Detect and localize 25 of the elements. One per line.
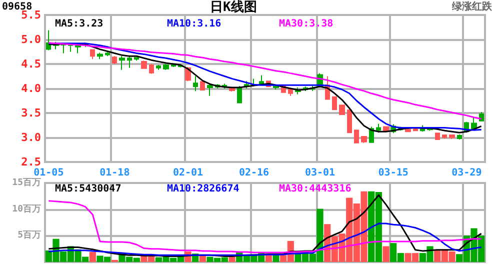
x-tick-label: 02-01 xyxy=(172,168,204,178)
x-tick-label: 03-01 xyxy=(304,168,336,178)
y-tick-label: 5.5 xyxy=(21,8,41,22)
y-tick-label: 15百万 xyxy=(12,177,41,188)
text: 绿涨红跌 xyxy=(451,0,493,12)
y-tick-label: 4.0 xyxy=(21,82,41,95)
text: MA30:3.38 xyxy=(279,18,334,30)
text: MA30:4443316 xyxy=(279,184,352,194)
y-tick-label: 4.5 xyxy=(21,58,41,70)
chart-title: 日K线图 xyxy=(210,0,257,15)
text: MA10:3.16 xyxy=(167,18,222,30)
x-tick-label: 01-05 xyxy=(34,168,64,178)
x-tick-label: 03-15 xyxy=(378,168,408,178)
y-tick-label: 2.5 xyxy=(21,156,41,168)
x-tick-label: 03-29 xyxy=(452,168,482,178)
y-tick-label: 5百万 xyxy=(18,230,41,241)
y-tick-label: 10百万 xyxy=(12,203,41,214)
y-tick-label: 3.0 xyxy=(21,131,41,144)
text: MA10:2826674 xyxy=(167,184,240,194)
y-tick-label: 3.5 xyxy=(21,106,41,120)
x-tick-label: 01-18 xyxy=(100,168,130,178)
text: MA5:5430047 xyxy=(55,184,122,194)
x-tick-label: 02-16 xyxy=(238,168,270,178)
series-label: MA5:3.23 xyxy=(55,18,104,30)
y-tick-label: 5.0 xyxy=(21,33,41,46)
